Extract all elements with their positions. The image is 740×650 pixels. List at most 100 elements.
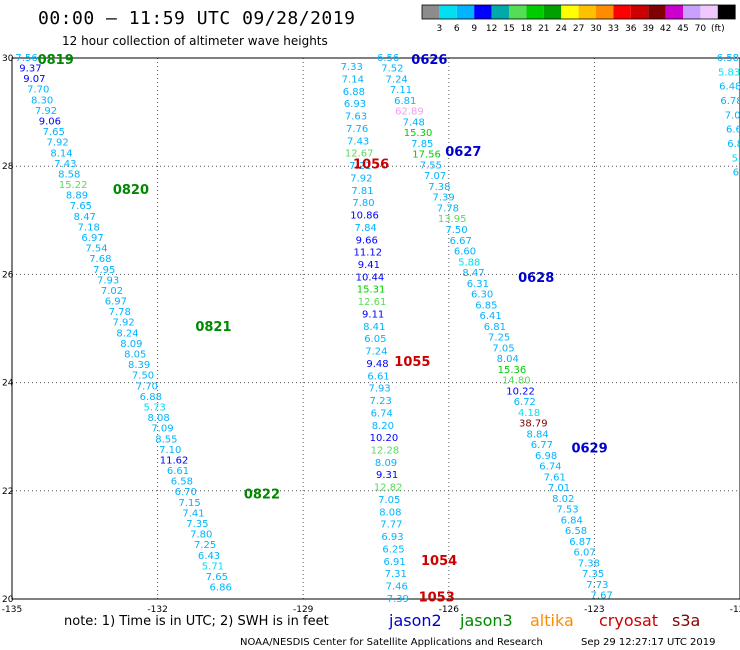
colorbar-swatch: [596, 5, 614, 19]
wave-height-value: 5.88: [458, 257, 480, 268]
legend: jason2 jason3 altika cryosat s3a: [388, 611, 700, 630]
wave-height-value: 7.31: [385, 569, 407, 580]
wave-height-values: 7.569.379.077.708.307.929.067.657.928.14…: [15, 53, 740, 605]
wave-height-value: 6.56: [377, 53, 399, 64]
wave-height-value: 9.07: [23, 74, 45, 85]
colorbar-swatch: [422, 5, 440, 19]
wave-height-value: 15.30: [404, 128, 433, 139]
chart-subtitle: 12 hour collection of altimeter wave hei…: [62, 34, 328, 48]
wave-height-value: 8.41: [363, 322, 385, 333]
wave-height-value: 9.11: [362, 309, 384, 320]
wave-height-value: 7.78: [437, 203, 459, 214]
wave-height-value: 7.63: [345, 112, 367, 123]
wave-height-value: 7.55: [420, 160, 442, 171]
wave-height-value: 11.12: [353, 248, 382, 259]
colorbar-swatch: [526, 5, 544, 19]
colorbar-swatch: [474, 5, 492, 19]
wave-height-value: 8.02: [552, 494, 574, 505]
wave-height-value: 9.48: [366, 359, 388, 370]
wave-height-value: 10.20: [370, 433, 399, 444]
wave-height-value: 6.67: [450, 236, 472, 247]
wave-height-value: 7.39: [387, 594, 409, 605]
colorbar-tick-label: (ft): [711, 24, 725, 34]
x-tick-label: -129: [293, 605, 314, 615]
x-tick-label: -132: [147, 605, 167, 615]
wave-height-value: 6.86: [210, 583, 232, 594]
legend-item-jason3: jason3: [459, 611, 513, 630]
colorbar-tick-label: 33: [608, 24, 619, 34]
wave-height-value: 8.08: [379, 507, 401, 518]
pass-time-label: 1056: [353, 157, 389, 172]
colorbar-tick-label: 30: [590, 24, 602, 34]
wave-height-value: 6.88: [343, 87, 365, 98]
y-tick-label: 22: [2, 487, 13, 497]
wave-height-value: 6.74: [539, 462, 561, 473]
wave-height-value: 6.81: [484, 322, 506, 333]
colorbar-swatch: [456, 5, 475, 19]
pass-time-label: 0626: [411, 53, 447, 68]
wave-height-value: 7.11: [390, 85, 412, 96]
pass-time-label: 0819: [38, 53, 74, 68]
wave-height-value: 7.92: [350, 173, 372, 184]
wave-height-value: 38.79: [519, 419, 548, 430]
x-tick-label: -120: [730, 605, 740, 615]
wave-height-value: 7.43: [347, 136, 369, 147]
wave-height-value: 6.8: [727, 139, 740, 150]
wave-height-value: 17.56: [412, 150, 441, 161]
wave-height-value: 6.77: [531, 440, 553, 451]
wave-height-value: 7.84: [355, 223, 377, 234]
wave-height-value: 8.04: [497, 354, 519, 365]
colorbar-tick-label: 24: [555, 24, 567, 34]
wave-height-value: 7.21: [349, 161, 371, 172]
pass-time-label: 0629: [571, 442, 607, 457]
wave-height-value: 7.05: [378, 495, 400, 506]
wave-height-value: 7.54: [85, 244, 107, 255]
wave-height-value: 6.61: [367, 371, 389, 382]
wave-height-value: 5.83: [718, 67, 740, 78]
wave-height-value: 7.50: [132, 371, 154, 382]
colorbar-swatch: [578, 5, 596, 19]
wave-height-value: 6.88: [140, 392, 162, 403]
wave-height-value: 8.47: [74, 212, 96, 223]
wave-height-value: 6.: [733, 168, 740, 179]
pass-time-label: 0821: [195, 320, 231, 335]
colorbar-swatch: [543, 5, 562, 19]
wave-height-value: 6.85: [475, 300, 497, 311]
wave-height-value: 6.58: [717, 53, 739, 64]
wave-height-value: 8.14: [50, 148, 72, 159]
wave-height-value: 7.50: [445, 225, 467, 236]
pass-time-label: 1055: [394, 355, 430, 370]
wave-height-value: 7.43: [54, 159, 76, 170]
wave-height-value: 6.43: [198, 551, 220, 562]
wave-height-value: 6.25: [382, 544, 404, 555]
pass-time-label: 0822: [244, 488, 280, 503]
wave-height-value: 6.87: [569, 537, 591, 548]
footer-note: note: 1) Time is in UTC; 2) SWH is in fe…: [64, 614, 329, 629]
wave-height-value: 14.80: [502, 376, 531, 387]
wave-height-value: 7.95: [93, 265, 115, 276]
colorbar-tick-label: 3: [437, 24, 443, 34]
wave-height-value: 7.65: [70, 201, 92, 212]
colorbar-tick-label: 18: [521, 24, 533, 34]
x-tick-label: -126: [439, 605, 460, 615]
wave-height-value: 7.52: [381, 64, 403, 75]
wave-height-value: 8.08: [147, 413, 169, 424]
wave-height-value: 6.05: [364, 334, 386, 345]
wave-height-value: 7.77: [380, 520, 402, 531]
wave-height-value: 5.71: [202, 561, 224, 572]
y-tick-label: 30: [2, 54, 14, 64]
colorbar-tick-label: 15: [503, 24, 514, 34]
wave-height-value: 7.10: [159, 445, 181, 456]
wave-height-value: 8.58: [58, 169, 80, 180]
wave-height-value: 7.56: [15, 53, 37, 64]
wave-height-value: 7.81: [351, 186, 373, 197]
wave-height-value: 12.82: [374, 483, 403, 494]
wave-height-value: 10.86: [350, 211, 379, 222]
wave-height-value: 8.39: [128, 360, 150, 371]
y-tick-label: 28: [2, 162, 14, 172]
wave-height-value: 7.67: [591, 591, 613, 602]
axis-ticks: -135 -132 -129 -126 -123 -120 20 22 24 26 28 30: [2, 54, 740, 615]
wave-height-value: 4.18: [518, 408, 540, 419]
wave-height-value: 15.22: [59, 180, 88, 191]
